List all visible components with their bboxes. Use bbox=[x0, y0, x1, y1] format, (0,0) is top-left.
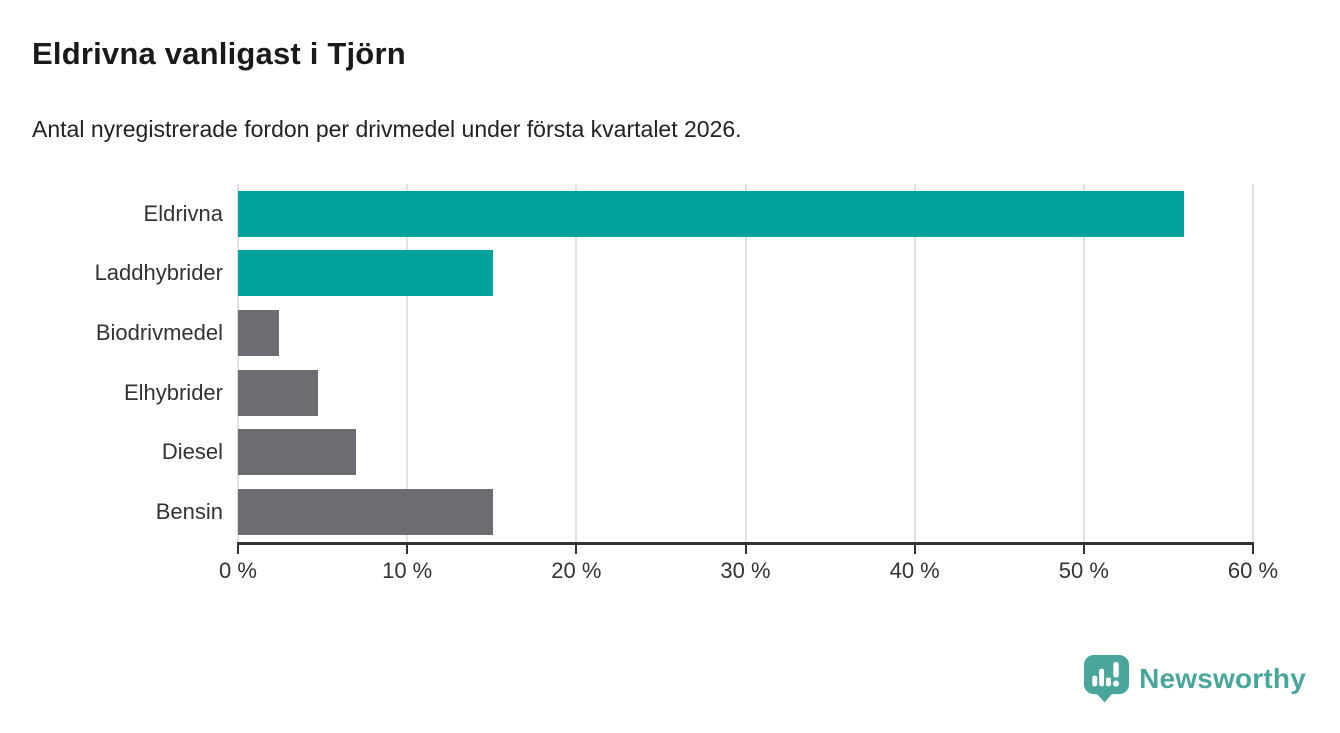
bar-row: Elhybrider bbox=[124, 363, 1253, 423]
x-tick-label: 60 % bbox=[1227, 558, 1279, 583]
chart-title: Eldrivna vanligast i Tjörn bbox=[32, 36, 406, 71]
x-tick-label: 40 % bbox=[889, 558, 940, 583]
bar-bensin bbox=[238, 489, 494, 536]
x-axis-tick bbox=[1082, 542, 1085, 554]
plot-area: 0 % 10 % 20 % 30 % 40 % 50 % 60 % Eldrivna Laddh… bbox=[95, 184, 1278, 583]
bar-row: Eldrivna bbox=[144, 184, 1253, 244]
newsworthy-bubble-chart-icon bbox=[1084, 655, 1130, 703]
category-label: Elhybrider bbox=[123, 379, 223, 405]
bar-row: Laddhybrider bbox=[95, 244, 1253, 304]
bar-row: Bensin bbox=[156, 482, 1253, 542]
category-label: Eldrivna bbox=[143, 200, 223, 226]
brand-name: Newsworthy bbox=[1139, 662, 1306, 694]
bar-row: Diesel bbox=[162, 423, 1253, 483]
gridline bbox=[1252, 184, 1254, 542]
x-tick-label: 20 % bbox=[551, 558, 602, 583]
x-tick-label: 0 % bbox=[219, 558, 257, 583]
x-axis-tick bbox=[406, 542, 409, 554]
category-label: Laddhybrider bbox=[94, 260, 223, 286]
bar-eldrivna bbox=[238, 190, 1184, 237]
gridline bbox=[575, 184, 578, 542]
gridline bbox=[406, 184, 409, 542]
category-label: Biodrivmedel bbox=[95, 320, 223, 346]
x-tick-label: 50 % bbox=[1058, 558, 1109, 583]
category-label: Bensin bbox=[155, 499, 223, 525]
x-axis-tick bbox=[575, 542, 578, 554]
x-tick-label: 30 % bbox=[720, 558, 771, 583]
x-axis-tick bbox=[913, 542, 916, 554]
x-tick-label: 10 % bbox=[382, 558, 433, 583]
x-axis-tick bbox=[744, 542, 747, 554]
category-label: Diesel bbox=[161, 439, 223, 465]
chart-subtitle: Antal nyregistrerade fordon per drivmede… bbox=[32, 116, 742, 142]
gridline bbox=[1082, 184, 1085, 542]
newsworthy-logo: Newsworthy bbox=[1083, 654, 1306, 703]
bar-biodrivmedel bbox=[238, 310, 279, 357]
gridline bbox=[744, 184, 747, 542]
bar-row: Biodrivmedel bbox=[96, 303, 1253, 363]
x-axis-tick bbox=[237, 542, 239, 554]
x-axis-tick bbox=[1252, 542, 1254, 554]
bar-laddhybrider bbox=[238, 250, 494, 297]
gridline bbox=[913, 184, 916, 542]
gridline bbox=[237, 184, 239, 542]
bar-diesel bbox=[238, 429, 357, 476]
bar-elhybrider bbox=[238, 369, 318, 416]
